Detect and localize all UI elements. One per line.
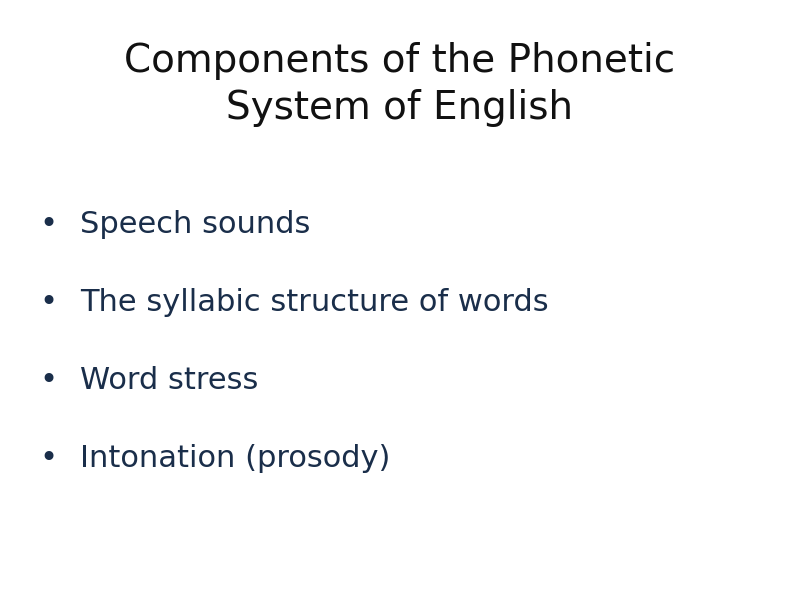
Text: The syllabic structure of words: The syllabic structure of words [80,288,549,317]
Text: Intonation (prosody): Intonation (prosody) [80,444,390,473]
Text: •: • [39,366,57,395]
Text: •: • [39,444,57,473]
Text: Word stress: Word stress [80,366,258,395]
Text: •: • [39,210,57,239]
Text: •: • [39,288,57,317]
Text: Components of the Phonetic
System of English: Components of the Phonetic System of Eng… [125,42,675,127]
Text: Speech sounds: Speech sounds [80,210,310,239]
